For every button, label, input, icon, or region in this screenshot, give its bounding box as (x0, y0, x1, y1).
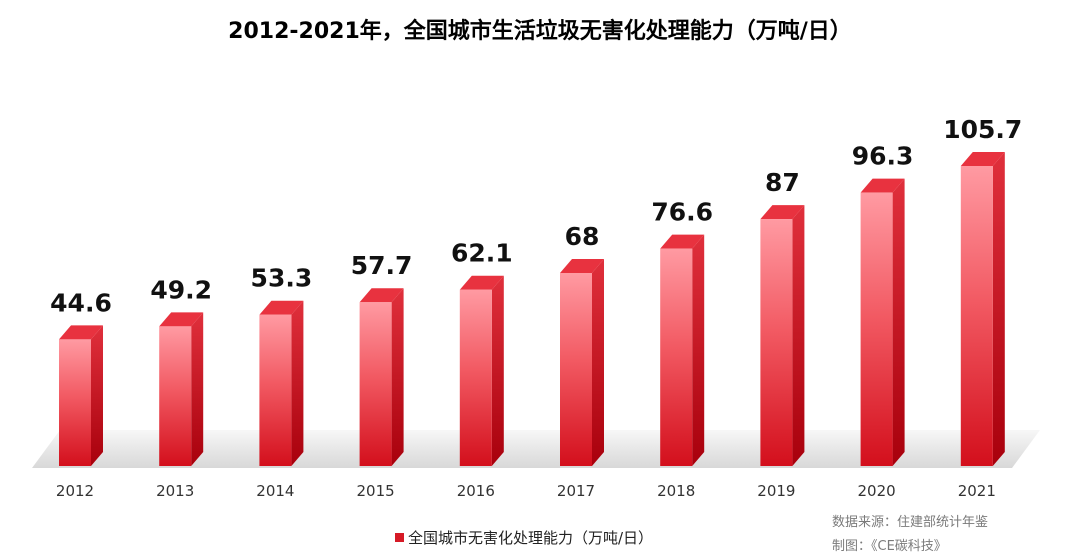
bar-side (291, 300, 304, 466)
bar-2015 (359, 288, 404, 466)
x-tick-2018: 2018 (657, 482, 695, 500)
bar-side (592, 259, 604, 466)
bar-top (660, 234, 705, 249)
x-tick-2016: 2016 (457, 482, 495, 500)
data-label-2015: 57.7 (351, 251, 413, 280)
bar-side (692, 234, 705, 466)
x-tick-2021: 2021 (958, 482, 996, 500)
bar-side (191, 312, 204, 466)
value-labels-group: 44.6 49.2 53.3 57.7 62.1 68 76.6 87 96.3 105.7 (50, 115, 1022, 317)
data-label-2021: 105.7 (943, 115, 1022, 144)
data-label-2016: 62.1 (451, 239, 513, 268)
credit-note: 制图：《CE碳科技》 (832, 539, 947, 554)
bar-2021 (960, 152, 1005, 466)
bar-2018 (660, 234, 705, 466)
bar-front (259, 314, 292, 466)
bar-2016 (459, 275, 504, 466)
bar-top (259, 300, 304, 315)
x-tick-2012: 2012 (56, 482, 94, 500)
bar-2013 (159, 312, 204, 466)
bar-2019 (760, 205, 805, 466)
x-tick-2015: 2015 (357, 482, 395, 500)
legend: 全国城市无害化处理能力（万吨/日） (395, 529, 653, 547)
data-label-2013: 49.2 (150, 275, 212, 304)
data-label-2014: 53.3 (251, 264, 313, 293)
legend-swatch (395, 533, 404, 542)
bar-front (359, 302, 392, 466)
data-label-2019: 87 (765, 168, 800, 197)
data-label-2018: 76.6 (651, 198, 713, 227)
bar-front (660, 248, 693, 466)
bar-side (391, 288, 404, 466)
bar-2017 (560, 259, 604, 466)
bar-top (760, 205, 805, 220)
data-label-2017: 68 (565, 222, 600, 251)
bar-side (792, 205, 805, 466)
bars-group (59, 152, 1005, 467)
bar-top (560, 259, 604, 274)
bar-front (860, 192, 893, 467)
bar-2012 (59, 325, 103, 466)
bar-front (459, 289, 492, 466)
source-note: 数据来源：住建部统计年鉴 (832, 515, 988, 530)
x-axis-ticks: 2012 2013 2014 2015 2016 2017 2018 2019 2020 2021 (56, 482, 996, 500)
data-label-2012: 44.6 (50, 288, 112, 317)
bar-2014 (259, 300, 304, 466)
bar-front (59, 339, 91, 466)
bar-front (760, 219, 793, 466)
x-tick-2017: 2017 (557, 482, 595, 500)
bar-side (892, 178, 905, 467)
x-tick-2013: 2013 (156, 482, 194, 500)
x-tick-2019: 2019 (757, 482, 795, 500)
bar-front (960, 166, 993, 466)
bar-side (91, 325, 103, 466)
bar-side (992, 152, 1005, 466)
legend-label: 全国城市无害化处理能力（万吨/日） (408, 529, 653, 547)
x-tick-2014: 2014 (256, 482, 294, 500)
data-label-2020: 96.3 (852, 142, 914, 171)
bar-top (459, 275, 504, 290)
bar-top (960, 152, 1005, 166)
bar-top (159, 312, 204, 327)
x-tick-2020: 2020 (858, 482, 896, 500)
bar-side (491, 275, 504, 466)
bar-top (59, 325, 103, 340)
bar-top (860, 178, 905, 193)
chart-title: 2012-2021年，全国城市生活垃圾无害化处理能力（万吨/日） (228, 18, 852, 44)
bar-front (159, 326, 192, 466)
bar-front (560, 273, 592, 466)
bar-2020 (860, 178, 905, 467)
bar-top (359, 288, 404, 303)
